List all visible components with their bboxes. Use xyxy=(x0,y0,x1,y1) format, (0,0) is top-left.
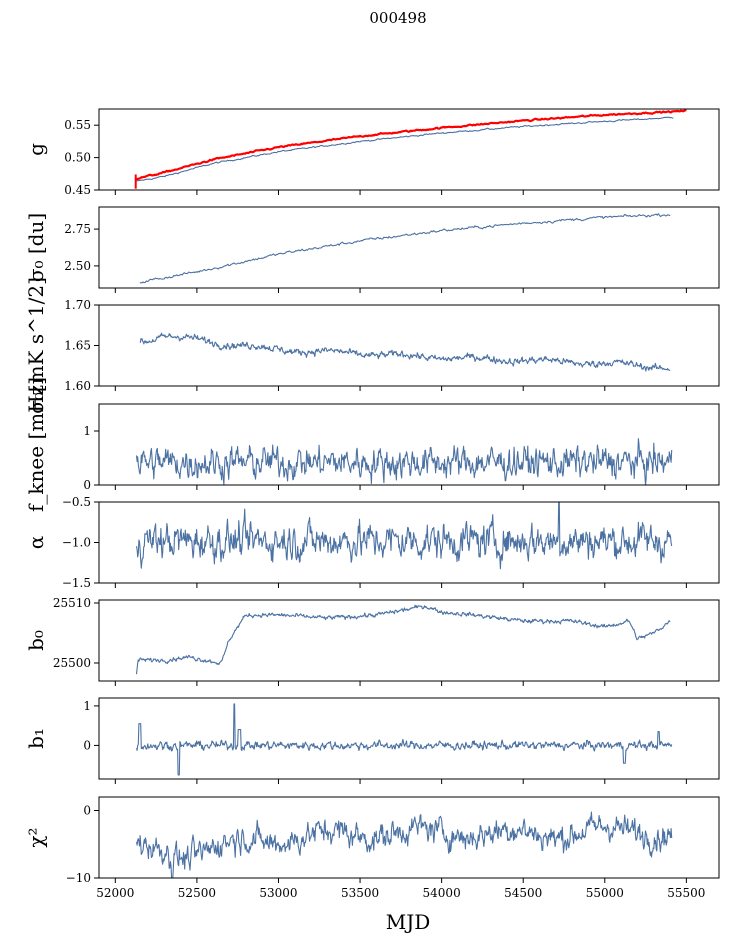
y-tick-label-b1: 1 xyxy=(83,699,91,713)
series-group-b0 xyxy=(135,604,671,675)
y-tick-label-chi2: −10 xyxy=(66,871,91,885)
y-tick-label-alpha: −0.5 xyxy=(62,495,91,509)
y-tick-label-chi2: 0 xyxy=(83,804,91,818)
x-tick-label: 53500 xyxy=(341,886,379,900)
panel-sigma0-mk: 1.60 1.65 1.70 σ₀[mK s^1/2] xyxy=(24,277,720,414)
series-group-chi2 xyxy=(135,811,673,878)
y-tick-label-sigma0-mk: 1.60 xyxy=(64,379,91,393)
series-line-fknee-0 xyxy=(135,438,673,485)
series-group-sigma0-du xyxy=(139,213,671,284)
y-tick-label-b0: 25510 xyxy=(53,596,91,610)
series-line-g-1 xyxy=(134,109,687,181)
y-tick-label-sigma0-du: 2.50 xyxy=(64,259,91,273)
y-tick-label-sigma0-mk: 1.65 xyxy=(64,339,91,353)
series-line-b1-0 xyxy=(135,703,673,776)
y-axis-label-b1: b₁ xyxy=(24,728,48,749)
series-line-sigma0-du-0 xyxy=(139,213,671,284)
panel-frame-sigma0-du xyxy=(98,206,720,289)
series-line-alpha-0 xyxy=(135,502,673,570)
panel-fknee: 0 1 f_knee [mHz] xyxy=(24,377,720,512)
y-tick-label-fknee: 0 xyxy=(83,478,91,492)
series-line-b0-0 xyxy=(135,604,671,675)
panel-frame-fknee xyxy=(98,403,720,486)
x-tick-label: 52500 xyxy=(178,886,216,900)
x-tick-label: 53000 xyxy=(259,886,297,900)
series-group-alpha xyxy=(135,502,673,570)
panel-sigma0-du: 2.50 2.75 σ₀ [du] xyxy=(24,206,720,293)
y-tick-label-g: 0.55 xyxy=(64,118,91,132)
x-tick-label: 55000 xyxy=(586,886,624,900)
panels: 0.45 0.50 0.55 g 2.50 2.75 σ₀ [du] 1.60 1.65 1.70… xyxy=(24,108,720,900)
panel-frame-sigma0-mk xyxy=(98,304,720,387)
panel-chi2: −10 0 52000 52500 53000 53500 54000 54500 55000 5… xyxy=(24,796,720,900)
panel-frame-chi2 xyxy=(98,796,720,879)
panel-frame-b0 xyxy=(98,599,720,682)
panel-b0: 25500 25510 b₀ xyxy=(24,596,720,686)
y-axis-label-chi2: χ² xyxy=(24,827,48,847)
y-axis-label-sigma0-du: σ₀ [du] xyxy=(24,213,48,282)
y-axis-label-sigma0-mk: σ₀[mK s^1/2] xyxy=(24,277,48,414)
series-line-chi2-0 xyxy=(135,811,673,878)
panel-frame-g xyxy=(98,108,720,191)
figure-title: 000498 xyxy=(369,9,426,27)
series-line-g-0 xyxy=(134,116,674,182)
x-tick-label: 52000 xyxy=(96,886,134,900)
series-line-sigma0-mk-0 xyxy=(139,332,671,372)
x-tick-label: 54000 xyxy=(423,886,461,900)
y-tick-label-alpha: −1.5 xyxy=(62,576,91,590)
y-axis-label-g: g xyxy=(24,143,48,156)
series-group-g xyxy=(134,109,687,189)
y-tick-label-g: 0.45 xyxy=(64,183,91,197)
y-tick-label-b0: 25500 xyxy=(53,656,91,670)
y-tick-label-sigma0-du: 2.75 xyxy=(64,222,91,236)
series-group-sigma0-mk xyxy=(139,332,671,372)
y-axis-label-alpha: α xyxy=(24,536,48,550)
y-tick-label-alpha: −1.0 xyxy=(62,536,91,550)
x-axis-label: MJD xyxy=(386,910,431,934)
y-tick-label-sigma0-mk: 1.70 xyxy=(64,298,91,312)
series-group-fknee xyxy=(135,438,673,485)
y-axis-label-fknee: f_knee [mHz] xyxy=(24,377,48,512)
y-tick-label-b1: 0 xyxy=(83,738,91,752)
x-tick-label: 54500 xyxy=(504,886,542,900)
series-group-b1 xyxy=(135,703,673,776)
y-tick-label-fknee: 1 xyxy=(83,424,91,438)
x-tick-label: 55500 xyxy=(667,886,705,900)
y-axis-label-b0: b₀ xyxy=(24,630,48,651)
panel-g: 0.45 0.50 0.55 g xyxy=(24,108,720,197)
panel-frame-b1 xyxy=(98,697,720,780)
panel-alpha: −1.5 −1.0 −0.5 α xyxy=(24,495,720,590)
panel-b1: 0 1 b₁ xyxy=(24,697,720,784)
y-tick-label-g: 0.50 xyxy=(64,151,91,165)
